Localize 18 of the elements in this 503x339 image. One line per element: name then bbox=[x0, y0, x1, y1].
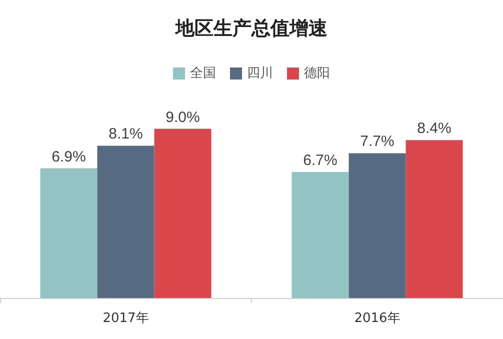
data-label: 6.7% bbox=[303, 152, 338, 170]
data-label: 9.0% bbox=[166, 108, 200, 126]
legend-label: 德阳 bbox=[304, 66, 330, 81]
chart-title: 地区生产总值增速 bbox=[174, 18, 328, 40]
bar bbox=[154, 128, 212, 298]
bar bbox=[348, 153, 406, 298]
data-label: 8.1% bbox=[108, 126, 143, 143]
bar bbox=[292, 172, 349, 298]
data-label: 6.9% bbox=[52, 148, 86, 166]
legend-label: 全国 bbox=[190, 66, 216, 81]
x-tick-label: 2017年 bbox=[102, 311, 149, 326]
bar bbox=[97, 146, 154, 298]
data-label: 7.7% bbox=[360, 133, 394, 150]
legend-label: 四川 bbox=[247, 66, 273, 81]
data-label: 8.4% bbox=[417, 120, 452, 138]
x-tick-label: 2016年 bbox=[354, 311, 400, 326]
bar bbox=[406, 140, 463, 298]
bar bbox=[40, 168, 98, 298]
